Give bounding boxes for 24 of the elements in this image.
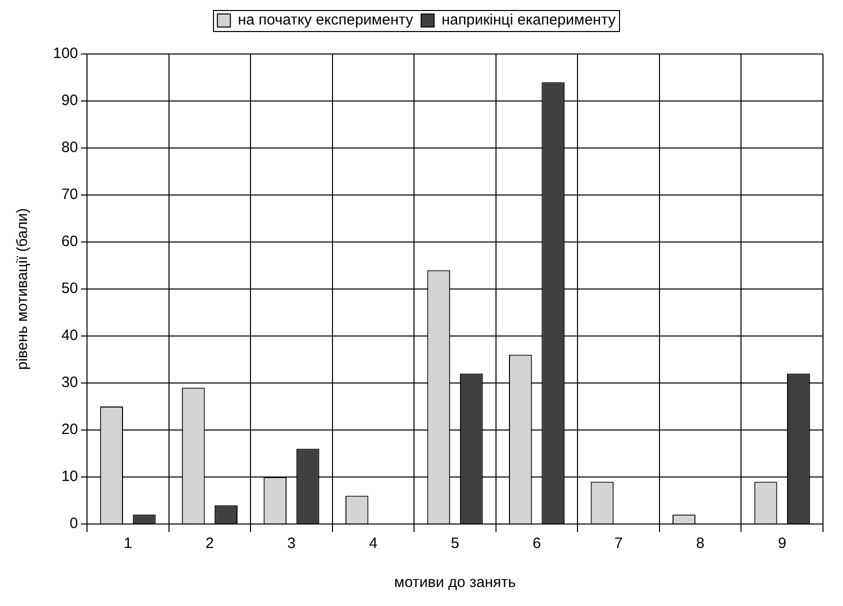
y-tick-label: 40 xyxy=(61,327,78,344)
y-axis-title: рівень мотивації (бали) xyxy=(14,208,32,370)
y-tick-label: 10 xyxy=(61,468,78,486)
y-tick-label: 70 xyxy=(61,186,78,204)
y-tick-label: 30 xyxy=(61,374,78,392)
x-tick-label: 8 xyxy=(696,535,705,552)
x-tick-label: 9 xyxy=(778,535,786,552)
x-tick-label: 4 xyxy=(369,535,378,552)
x-axis-title: мотиви до занять xyxy=(394,574,516,592)
x-tick-label: 7 xyxy=(614,535,623,552)
y-tick-label: 20 xyxy=(61,421,78,438)
legend-label: наприкінці екаперименту xyxy=(442,12,616,29)
x-tick-label: 1 xyxy=(124,535,132,552)
x-tick-label: 2 xyxy=(206,535,214,552)
x-tick-label: 6 xyxy=(532,535,541,552)
legend-label: на початку експерименту xyxy=(238,12,414,29)
y-tick-label: 50 xyxy=(61,280,78,298)
y-tick-label: 80 xyxy=(61,139,78,156)
y-tick-label: 60 xyxy=(61,233,78,250)
y-tick-label: 100 xyxy=(52,45,78,62)
x-tick-label: 5 xyxy=(450,535,460,552)
x-tick-label: 3 xyxy=(287,535,296,552)
y-tick-label: 90 xyxy=(61,92,78,110)
y-tick-label: 0 xyxy=(70,515,78,532)
